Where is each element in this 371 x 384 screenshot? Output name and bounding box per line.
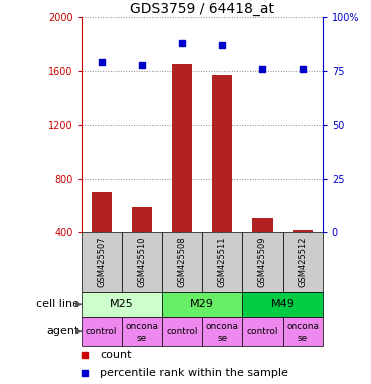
Text: GSM425508: GSM425508 [178, 237, 187, 287]
Point [260, 66, 266, 72]
Point [300, 66, 306, 72]
Bar [82, 232, 122, 292]
Point [99, 60, 105, 66]
Point [179, 40, 185, 46]
Text: M25: M25 [110, 299, 134, 310]
Bar [252, 217, 273, 232]
Bar [242, 292, 323, 317]
Bar [283, 317, 323, 346]
Text: GSM425512: GSM425512 [298, 237, 307, 287]
Title: GDS3759 / 64418_at: GDS3759 / 64418_at [130, 2, 274, 16]
Text: oncona: oncona [286, 323, 319, 331]
Bar [293, 230, 313, 232]
Text: GSM425511: GSM425511 [218, 237, 227, 287]
Bar [82, 317, 122, 346]
Text: agent: agent [47, 326, 79, 336]
Bar [122, 317, 162, 346]
Text: GSM425509: GSM425509 [258, 237, 267, 287]
Bar [242, 232, 283, 292]
Text: count: count [100, 350, 132, 360]
Text: M29: M29 [190, 299, 214, 310]
Bar [122, 232, 162, 292]
Text: control: control [86, 327, 118, 336]
Text: oncona: oncona [125, 323, 158, 331]
Text: control: control [247, 327, 278, 336]
Bar [132, 207, 152, 232]
Text: control: control [166, 327, 198, 336]
Bar [172, 64, 192, 232]
Text: se: se [137, 334, 147, 343]
Text: GSM425510: GSM425510 [137, 237, 147, 287]
Text: oncona: oncona [206, 323, 239, 331]
Bar [162, 292, 242, 317]
Text: M49: M49 [270, 299, 295, 310]
Bar [283, 232, 323, 292]
Point [219, 42, 225, 48]
Text: percentile rank within the sample: percentile rank within the sample [100, 367, 288, 377]
Text: se: se [298, 334, 308, 343]
Bar [92, 192, 112, 232]
Bar [212, 75, 232, 232]
Point [139, 61, 145, 68]
Text: se: se [217, 334, 227, 343]
Text: GSM425507: GSM425507 [97, 237, 106, 287]
Bar [202, 232, 242, 292]
Bar [82, 292, 162, 317]
Bar [162, 317, 202, 346]
Bar [242, 317, 283, 346]
Bar [202, 317, 242, 346]
Bar [162, 232, 202, 292]
Text: cell line: cell line [36, 299, 79, 310]
